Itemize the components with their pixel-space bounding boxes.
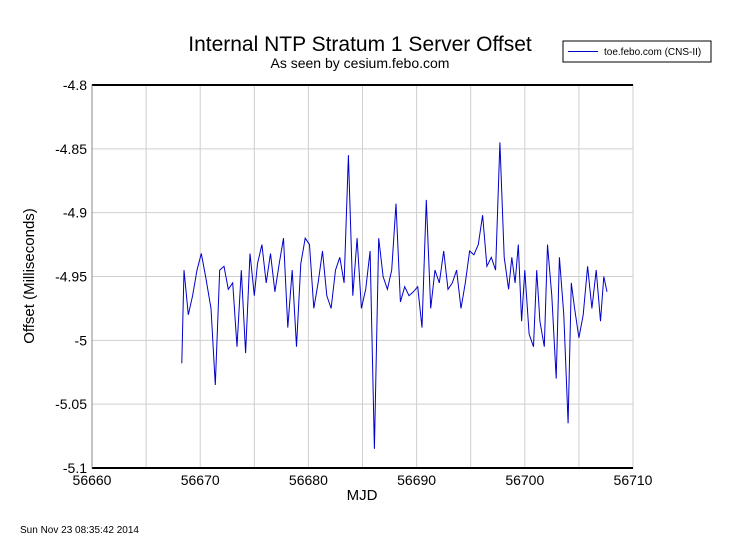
legend-box	[562, 40, 712, 63]
legend: toe.febo.com (CNS-II)	[562, 40, 712, 63]
y-tick-label: -4.8	[63, 77, 87, 93]
series-layer	[181, 142, 608, 449]
series-line-offset	[181, 142, 608, 449]
y-tick-label: -5	[75, 332, 88, 348]
axes	[91, 84, 633, 469]
x-tick-label: 56670	[181, 472, 220, 488]
x-tick-label: 56690	[397, 472, 436, 488]
gridlines	[91, 84, 634, 469]
x-tick-label: 56660	[73, 472, 112, 488]
y-tick-label: -4.9	[63, 205, 87, 221]
footer-timestamp: Sun Nov 23 08:35:42 2014	[20, 525, 139, 536]
legend-label: toe.febo.com (CNS-II)	[604, 47, 701, 58]
y-tick-label: -5.05	[55, 396, 87, 412]
plot-area: 56660 56670 56680 56690 56700 56710 -4.8 -4.85 -…	[55, 77, 653, 488]
x-axis-label: MJD	[347, 487, 378, 504]
y-axis-label: Offset (Milliseconds)	[21, 208, 38, 344]
chart-title: Internal NTP Stratum 1 Server Offset	[188, 33, 532, 56]
x-tick-label: 56700	[505, 472, 544, 488]
y-tick-label: -5.1	[63, 460, 87, 476]
tick-labels: 56660 56670 56680 56690 56700 56710 -4.8 -4.85 -…	[55, 77, 653, 488]
chart-subtitle: As seen by cesium.febo.com	[271, 55, 450, 71]
y-tick-label: -4.95	[55, 269, 87, 285]
y-tick-label: -4.85	[55, 141, 87, 157]
x-tick-label: 56680	[289, 472, 328, 488]
x-tick-label: 56710	[614, 472, 653, 488]
